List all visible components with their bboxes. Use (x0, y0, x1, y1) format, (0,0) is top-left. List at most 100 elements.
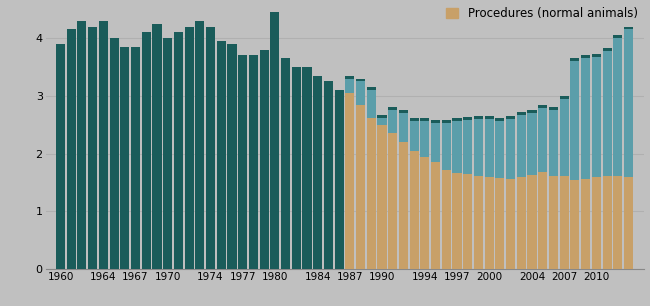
Bar (367, 87, 376, 90)
Bar (421, 118, 430, 121)
Bar (185, 27, 194, 269)
Bar (163, 38, 172, 269)
Bar (517, 115, 526, 177)
Bar (528, 175, 537, 269)
Bar (77, 21, 86, 269)
Bar (495, 178, 504, 269)
Bar (249, 55, 258, 269)
Bar (560, 96, 569, 99)
Bar (442, 170, 451, 269)
Bar (356, 105, 365, 269)
Bar (603, 176, 612, 269)
Bar (399, 142, 408, 269)
Bar (549, 107, 558, 110)
Bar (474, 176, 483, 269)
Bar (216, 41, 226, 269)
Bar (335, 90, 344, 269)
Bar (378, 125, 387, 269)
Bar (592, 57, 601, 177)
Bar (560, 176, 569, 269)
Bar (410, 118, 419, 121)
Bar (56, 44, 65, 269)
Bar (506, 119, 515, 178)
Bar (624, 177, 633, 269)
Bar (474, 119, 483, 176)
Bar (517, 177, 526, 269)
Bar (292, 67, 301, 269)
Bar (549, 176, 558, 269)
Bar (345, 79, 354, 93)
Bar (463, 117, 473, 120)
Bar (195, 21, 204, 269)
Bar (378, 115, 387, 118)
Bar (356, 79, 365, 81)
Bar (99, 21, 108, 269)
Bar (495, 118, 504, 121)
Bar (378, 118, 387, 125)
Bar (410, 151, 419, 269)
Bar (367, 118, 376, 269)
Bar (431, 120, 440, 123)
Bar (442, 120, 451, 123)
Bar (270, 12, 280, 269)
Bar (485, 119, 494, 177)
Bar (410, 121, 419, 151)
Bar (131, 47, 140, 269)
Bar (206, 27, 215, 269)
Bar (421, 157, 430, 269)
Bar (581, 55, 590, 58)
Bar (538, 108, 547, 172)
Bar (388, 107, 397, 110)
Bar (345, 76, 354, 79)
Bar (174, 32, 183, 269)
Bar (399, 110, 408, 113)
Bar (517, 112, 526, 115)
Bar (110, 38, 119, 269)
Bar (624, 29, 633, 177)
Bar (142, 32, 151, 269)
Bar (570, 61, 579, 180)
Bar (281, 58, 290, 269)
Bar (506, 178, 515, 269)
Bar (463, 120, 473, 174)
Bar (581, 179, 590, 269)
Bar (485, 177, 494, 269)
Bar (528, 113, 537, 175)
Bar (227, 44, 237, 269)
Bar (356, 81, 365, 105)
Bar (613, 38, 622, 176)
Bar (259, 50, 268, 269)
Bar (603, 48, 612, 51)
Bar (442, 123, 451, 170)
Bar (495, 121, 504, 178)
Bar (592, 54, 601, 57)
Bar (452, 121, 462, 173)
Bar (506, 116, 515, 119)
Bar (345, 93, 354, 269)
Bar (324, 81, 333, 269)
Bar (549, 110, 558, 176)
Bar (570, 58, 579, 61)
Bar (463, 174, 473, 269)
Bar (624, 27, 633, 29)
Bar (399, 113, 408, 142)
Bar (538, 105, 547, 108)
Bar (603, 51, 612, 176)
Legend: Procedures (normal animals): Procedures (normal animals) (447, 7, 638, 20)
Bar (302, 67, 311, 269)
Bar (152, 24, 161, 269)
Bar (528, 110, 537, 113)
Bar (367, 90, 376, 118)
Bar (538, 172, 547, 269)
Bar (238, 55, 247, 269)
Bar (613, 176, 622, 269)
Bar (474, 116, 483, 119)
Bar (120, 47, 129, 269)
Bar (421, 121, 430, 157)
Bar (452, 118, 462, 121)
Bar (431, 123, 440, 162)
Bar (452, 173, 462, 269)
Bar (388, 110, 397, 133)
Bar (613, 35, 622, 38)
Bar (431, 162, 440, 269)
